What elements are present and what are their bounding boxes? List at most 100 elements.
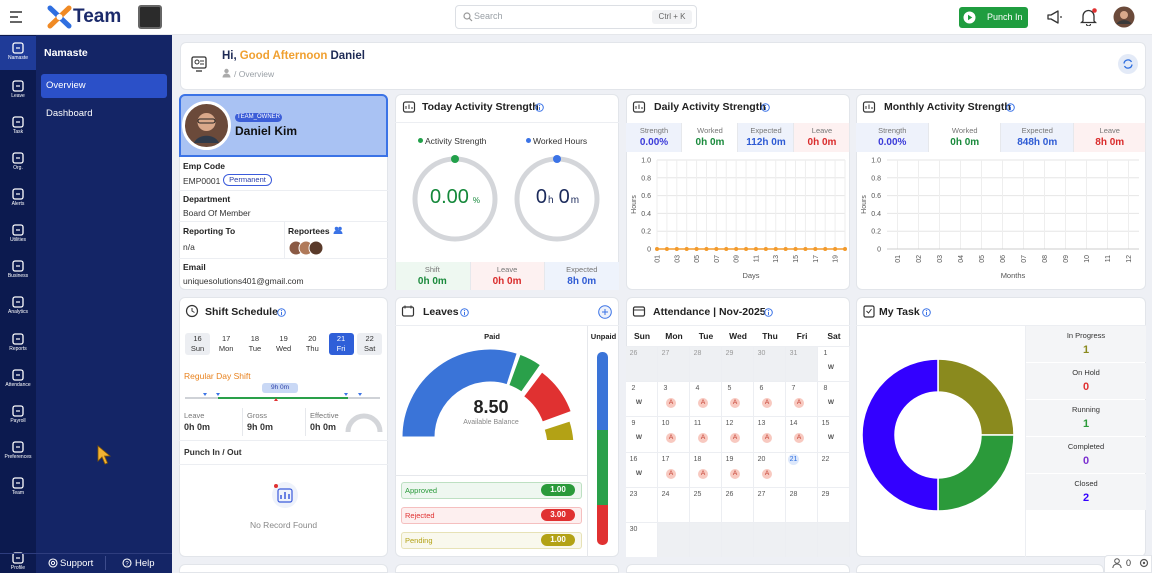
rail-label[interactable]: Reports bbox=[9, 346, 27, 352]
series-point bbox=[783, 247, 788, 251]
calendar-cell[interactable] bbox=[658, 486, 690, 522]
calendar-day: 12 bbox=[725, 420, 734, 428]
calendar-cell[interactable] bbox=[722, 486, 754, 522]
calendar-cell[interactable] bbox=[786, 486, 818, 522]
icon-shape bbox=[308, 240, 324, 256]
calendar-cell[interactable] bbox=[658, 522, 690, 558]
breadcrumb[interactable]: / Overview bbox=[234, 69, 275, 79]
punch-in-button[interactable] bbox=[959, 7, 1028, 28]
calendar-cell[interactable] bbox=[658, 346, 690, 382]
announcement-icon[interactable] bbox=[1046, 9, 1063, 25]
rail-icon[interactable] bbox=[11, 441, 25, 453]
calendar-cell[interactable] bbox=[786, 346, 818, 382]
rail-icon[interactable] bbox=[11, 188, 25, 200]
calendar-cell[interactable] bbox=[626, 416, 658, 452]
calendar-day: 26 bbox=[629, 350, 638, 357]
rail-label[interactable]: Task bbox=[12, 129, 24, 135]
task-value: 0 bbox=[1082, 381, 1090, 393]
day-chip[interactable] bbox=[185, 333, 210, 355]
calendar-day: 29 bbox=[725, 350, 734, 357]
calendar-cell[interactable] bbox=[626, 346, 658, 382]
rail-label[interactable]: Profile bbox=[10, 565, 26, 571]
day-chip[interactable] bbox=[271, 333, 297, 355]
rail-icon[interactable] bbox=[11, 405, 25, 417]
submenu-item[interactable]: Dashboard bbox=[46, 108, 93, 119]
stat-value: 9h 0m bbox=[247, 422, 274, 432]
calendar-cell[interactable] bbox=[818, 416, 850, 452]
calendar-cell[interactable] bbox=[658, 416, 690, 452]
x-tick-label: 19 bbox=[833, 255, 840, 263]
calendar-cell[interactable] bbox=[722, 522, 754, 558]
rail-icon[interactable] bbox=[11, 369, 25, 381]
rail-label[interactable]: Attendance bbox=[5, 382, 31, 388]
day-chip[interactable] bbox=[328, 333, 354, 355]
menu-icon[interactable] bbox=[10, 11, 24, 23]
calendar-cell[interactable] bbox=[818, 486, 850, 522]
calendar-cell[interactable] bbox=[786, 522, 818, 558]
calendar-cell[interactable] bbox=[626, 381, 658, 417]
y-tick-label: 0.8 bbox=[641, 175, 651, 182]
calendar-cell[interactable] bbox=[722, 346, 754, 382]
calendar-day: 27 bbox=[757, 490, 766, 498]
calendar-cell[interactable] bbox=[626, 451, 658, 487]
y-tick-label: 0.8 bbox=[871, 175, 881, 182]
title-icon bbox=[185, 304, 199, 318]
icon-shape bbox=[274, 398, 278, 401]
icon-shape bbox=[12, 369, 24, 381]
icon-shape bbox=[197, 118, 216, 124]
rail-icon[interactable] bbox=[11, 152, 25, 164]
calendar-cell[interactable] bbox=[690, 346, 722, 382]
icon-shape bbox=[1120, 11, 1128, 19]
support-link[interactable]: Support bbox=[60, 558, 94, 569]
rail-label[interactable]: Utilities bbox=[9, 237, 27, 243]
greeting-part: Hi, bbox=[222, 50, 237, 62]
notification-icon[interactable] bbox=[1080, 8, 1097, 26]
calendar-cell[interactable] bbox=[818, 346, 850, 382]
day-chip[interactable] bbox=[213, 333, 239, 355]
rail-label[interactable]: Leave bbox=[11, 93, 25, 99]
x-tick-label: 06 bbox=[1000, 255, 1007, 263]
calendar-cell[interactable] bbox=[754, 522, 786, 558]
submenu-active[interactable] bbox=[41, 74, 167, 98]
rail-icon[interactable] bbox=[11, 333, 25, 345]
day-name: Sun bbox=[190, 344, 205, 353]
rail-icon[interactable] bbox=[11, 296, 25, 308]
calendar-cell[interactable] bbox=[818, 451, 850, 487]
add-leave-button[interactable] bbox=[598, 305, 612, 319]
submenu-item[interactable]: Overview bbox=[46, 80, 86, 91]
calendar-cell[interactable] bbox=[626, 522, 658, 558]
rail-icon[interactable] bbox=[11, 80, 25, 92]
calendar-cell[interactable] bbox=[690, 522, 722, 558]
refresh-button[interactable] bbox=[1118, 54, 1138, 74]
support-icon bbox=[48, 558, 58, 568]
rail-icon[interactable] bbox=[11, 42, 25, 54]
icon-shape bbox=[222, 73, 231, 78]
calendar-cell[interactable] bbox=[818, 522, 850, 558]
user-avatar[interactable] bbox=[1113, 6, 1135, 28]
rail-label[interactable]: Business bbox=[7, 273, 29, 279]
rail-label[interactable]: Payroll bbox=[10, 418, 26, 424]
rail-label[interactable]: Analytics bbox=[7, 309, 28, 315]
rail-label[interactable]: Team bbox=[11, 490, 25, 496]
calendar-cell[interactable] bbox=[754, 486, 786, 522]
help-link[interactable]: Help bbox=[135, 558, 155, 569]
rail-icon[interactable] bbox=[11, 260, 25, 272]
rail-icon[interactable] bbox=[11, 116, 25, 128]
calendar-cell[interactable] bbox=[690, 486, 722, 522]
icon-shape bbox=[463, 12, 471, 20]
stat-label: Expected bbox=[566, 265, 598, 274]
calendar-cell[interactable] bbox=[818, 381, 850, 417]
rail-label[interactable]: Alerts bbox=[11, 201, 25, 207]
day-chip[interactable] bbox=[242, 333, 268, 355]
calendar-cell[interactable] bbox=[722, 451, 754, 487]
calendar-cell[interactable] bbox=[754, 346, 786, 382]
rail-label[interactable]: Org. bbox=[13, 165, 23, 171]
day-chip[interactable] bbox=[357, 333, 383, 355]
calendar-day: 8 bbox=[823, 385, 828, 393]
day-chip[interactable] bbox=[299, 333, 325, 355]
calendar-cell[interactable] bbox=[626, 486, 658, 522]
rail-label[interactable]: Preferences bbox=[4, 454, 32, 460]
rail-label[interactable]: Namaste bbox=[7, 55, 28, 61]
rail-icon[interactable] bbox=[11, 224, 25, 236]
rail-icon[interactable] bbox=[11, 477, 25, 489]
